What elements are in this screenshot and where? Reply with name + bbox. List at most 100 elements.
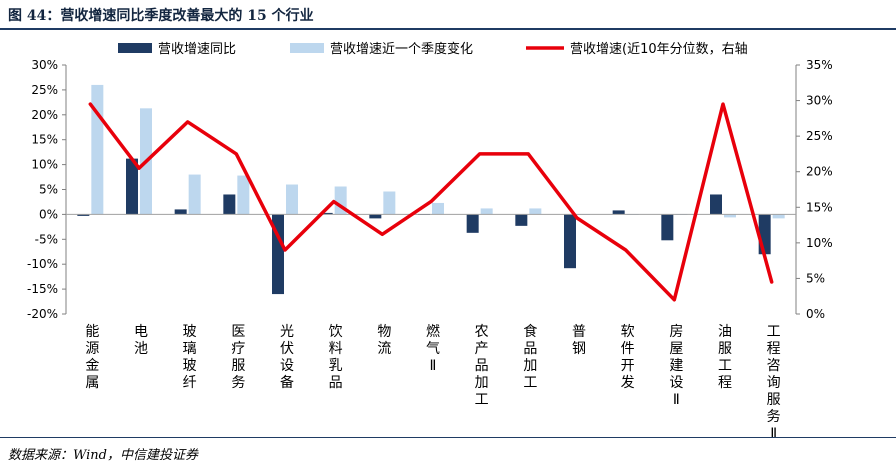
bar-yoy <box>661 214 674 241</box>
left-axis-tick-label: 25% <box>31 83 58 97</box>
category-label-char: 纤 <box>183 375 197 391</box>
category-label-char: 服 <box>718 341 732 357</box>
source-note: 数据来源：Wind，中信建投证券 <box>8 448 198 463</box>
bar-yoy <box>174 209 187 215</box>
category-label-char: 光 <box>280 324 294 340</box>
left-axis-tick-label: -20% <box>27 307 58 321</box>
bar-qoq-change <box>529 208 542 215</box>
category-label-char: 医 <box>231 324 245 340</box>
category-label-char: 能 <box>85 324 99 340</box>
category-label-char: 屋 <box>669 341 683 357</box>
bar-yoy <box>612 210 625 215</box>
category-label-char: 工 <box>767 324 781 340</box>
category-label-char: 务 <box>767 409 781 425</box>
category-label-char: 璃 <box>183 340 197 357</box>
category-label-char: 房 <box>669 324 683 340</box>
category-label-char: 料 <box>329 341 343 357</box>
chart-legend: 营收增速同比 营收增速近一个季度变化 营收增速(近10年分位数，右轴 <box>118 41 748 57</box>
category-label-char: 程 <box>718 375 732 391</box>
legend-label: 营收增速(近10年分位数，右轴 <box>570 42 748 57</box>
left-axis-tick-label: 20% <box>31 108 58 122</box>
bar-yoy <box>320 212 333 215</box>
right-axis-tick-label: 20% <box>806 165 833 179</box>
category-label-char: 开 <box>621 358 635 374</box>
category-label-char: 玻 <box>183 324 197 340</box>
right-axis-tick-label: 10% <box>806 236 833 250</box>
category-label-char: 设 <box>669 375 683 391</box>
bar-qoq-change <box>237 175 250 215</box>
left-axis-tick-label: -5% <box>35 232 58 246</box>
category-label-char: 品 <box>523 341 537 357</box>
category-label-char: 程 <box>767 341 781 357</box>
category-label-char: 燃 <box>426 323 440 340</box>
bar-qoq-change <box>432 202 444 215</box>
bar-qoq-change <box>383 191 396 215</box>
left-axis: -20% -15% -10% -5% 0% 5% 10% 15% 20% 25% 30% <box>27 58 67 321</box>
category-label-char: 品 <box>475 358 489 374</box>
bar-qoq-change <box>188 174 201 215</box>
category-label-char: 询 <box>767 375 781 391</box>
category-label-char: 加 <box>523 358 537 374</box>
category-label-char: 属 <box>85 375 99 391</box>
left-axis-tick-label: 5% <box>39 183 58 197</box>
bar-yoy <box>272 214 284 295</box>
figure-title: 图 44：营收增速同比季度改善最大的 15 个行业 <box>8 8 314 24</box>
legend-swatch <box>118 43 152 53</box>
bar-qoq-change <box>286 184 298 215</box>
category-label-char: 油 <box>718 324 732 340</box>
category-label-char: 电 <box>134 324 148 340</box>
category-label-char: 设 <box>280 358 294 374</box>
category-label-char: 源 <box>85 341 99 357</box>
category-label-char: 池 <box>134 341 148 357</box>
right-axis-tick-label: 35% <box>806 58 833 72</box>
left-axis-tick-label: -15% <box>27 282 58 296</box>
category-label: 普钢 <box>572 324 586 357</box>
bar-qoq-change <box>724 214 736 218</box>
category-label-char: 金 <box>85 358 99 374</box>
category-labels: 能源金属电池玻璃玻纤医疗服务光伏设备饮料乳品物流燃气Ⅱ农产品加工食品加工普钢软件… <box>85 323 780 437</box>
category-label-char: 务 <box>231 375 245 391</box>
category-label-char: Ⅱ <box>430 358 437 374</box>
left-axis-tick-label: 15% <box>31 133 58 147</box>
bar-yoy <box>126 158 138 215</box>
legend-item: 营收增速近一个季度变化 <box>290 41 473 57</box>
category-label-char: 工 <box>475 392 489 408</box>
category-label-char: Ⅱ <box>673 392 680 408</box>
left-axis-tick-label: 0% <box>39 207 58 221</box>
bar-series <box>77 84 785 295</box>
category-label-char: 件 <box>621 341 635 357</box>
bottom-rule <box>0 437 896 438</box>
category-label-char: 气 <box>426 341 440 357</box>
category-label-char: 建 <box>669 358 683 374</box>
right-axis: 0% 5% 10% 15% 20% 25% 30% 35% <box>795 58 833 321</box>
bar-yoy <box>369 214 382 219</box>
category-label-char: 物 <box>377 324 391 340</box>
category-label-char: 流 <box>377 341 391 357</box>
bar-yoy <box>758 214 771 255</box>
bar-qoq-change <box>772 214 785 219</box>
category-label-char: 服 <box>231 358 245 374</box>
category-label-char: 软 <box>621 324 635 340</box>
line-series <box>88 102 774 302</box>
legend-item: 营收增速同比 <box>118 42 236 57</box>
top-rule <box>0 28 896 30</box>
category-label-char: 农 <box>475 324 489 340</box>
left-axis-tick-label: 10% <box>31 158 58 172</box>
category-label-char: 伏 <box>280 341 294 357</box>
bar-yoy <box>223 194 236 215</box>
category-label-char: 产 <box>475 341 489 357</box>
category-label-char: 普 <box>572 324 586 340</box>
category-label-char: 发 <box>621 375 635 391</box>
category-label-char: 加 <box>475 375 489 391</box>
left-axis-tick-label: 30% <box>31 58 58 72</box>
category-label-char: 品 <box>329 375 343 391</box>
